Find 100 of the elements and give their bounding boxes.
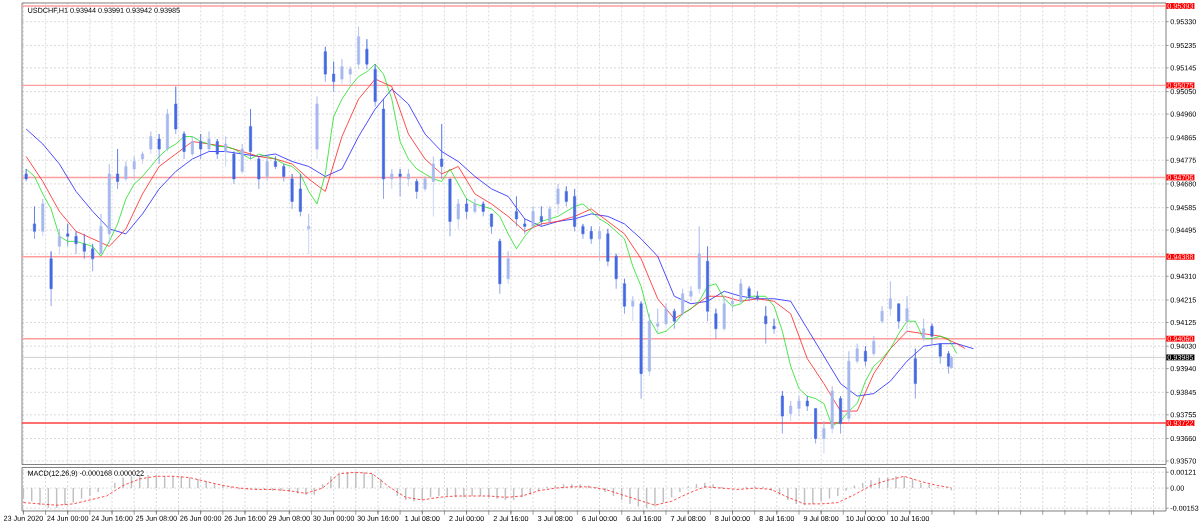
candlestick bbox=[880, 305, 884, 325]
candlestick bbox=[938, 343, 942, 364]
candlestick bbox=[855, 343, 859, 364]
candlestick bbox=[681, 288, 685, 317]
candlestick bbox=[697, 226, 701, 295]
candlestick bbox=[581, 223, 585, 240]
candlestick bbox=[473, 198, 477, 215]
candlestick bbox=[149, 131, 153, 155]
candlestick bbox=[623, 278, 626, 315]
candlestick bbox=[672, 308, 676, 330]
candlestick bbox=[656, 308, 660, 334]
candlestick bbox=[606, 228, 610, 267]
candlestick bbox=[789, 400, 793, 422]
candlestick bbox=[764, 305, 768, 344]
candlestick bbox=[157, 133, 161, 165]
candlestick bbox=[631, 295, 635, 322]
candlestick bbox=[373, 63, 377, 107]
candlestick bbox=[365, 38, 369, 70]
candlestick bbox=[780, 390, 784, 434]
candlestick bbox=[949, 355, 953, 369]
candlestick bbox=[531, 206, 535, 230]
candlestick bbox=[107, 163, 111, 245]
candlestick bbox=[706, 246, 710, 322]
candlestick bbox=[124, 161, 128, 182]
candlestick bbox=[91, 243, 95, 272]
candlestick bbox=[165, 108, 169, 152]
candlestick bbox=[664, 303, 668, 327]
candlestick bbox=[864, 345, 867, 367]
candlestick bbox=[872, 335, 876, 357]
candlestick bbox=[348, 66, 352, 85]
candlestick bbox=[423, 176, 427, 192]
candlestick bbox=[689, 285, 693, 302]
candlestick bbox=[207, 131, 211, 152]
candlestick bbox=[215, 138, 219, 160]
candlestick bbox=[41, 198, 45, 237]
candlestick bbox=[282, 163, 286, 182]
candlestick bbox=[647, 313, 651, 377]
candlestick bbox=[290, 173, 294, 210]
candlestick bbox=[739, 278, 743, 305]
candlestick bbox=[614, 253, 618, 290]
candlestick bbox=[249, 108, 252, 160]
candlestick bbox=[573, 188, 577, 232]
candlestick bbox=[456, 198, 460, 230]
candlestick bbox=[514, 196, 518, 227]
candlestick bbox=[913, 348, 917, 399]
candlestick bbox=[805, 395, 809, 412]
candlestick bbox=[523, 218, 527, 235]
candlestick bbox=[265, 156, 269, 182]
candlestick bbox=[33, 206, 36, 240]
candlestick bbox=[274, 156, 277, 170]
candlestick bbox=[174, 86, 178, 135]
candlestick bbox=[431, 156, 435, 217]
candlestick bbox=[315, 96, 319, 160]
candlestick bbox=[506, 251, 510, 285]
candlestick bbox=[897, 303, 901, 330]
candlestick bbox=[382, 98, 385, 200]
candlestick bbox=[340, 58, 344, 85]
candlestick bbox=[722, 295, 726, 332]
candlestick bbox=[755, 290, 759, 302]
candlestick bbox=[357, 26, 361, 70]
candlestick bbox=[116, 148, 120, 190]
candlestick bbox=[323, 46, 327, 82]
candlestick bbox=[390, 168, 394, 190]
candlestick bbox=[481, 201, 485, 217]
candlestick bbox=[822, 420, 826, 454]
candlestick bbox=[731, 295, 734, 312]
candlestick bbox=[298, 173, 302, 217]
candlestick bbox=[498, 238, 502, 295]
candlestick bbox=[490, 213, 493, 235]
candlestick bbox=[415, 178, 419, 200]
candlestick bbox=[57, 228, 61, 255]
candlestick bbox=[82, 233, 86, 260]
candlestick bbox=[132, 156, 136, 180]
candlestick bbox=[465, 198, 469, 220]
candlestick bbox=[141, 151, 144, 165]
candlestick bbox=[66, 223, 70, 247]
candlestick bbox=[182, 131, 186, 160]
candlestick bbox=[257, 156, 261, 190]
candlestick bbox=[797, 395, 801, 417]
candlestick bbox=[240, 143, 244, 175]
candlestick bbox=[905, 295, 909, 334]
candlestick bbox=[224, 136, 228, 167]
candlestick bbox=[406, 168, 410, 187]
candlestick bbox=[548, 206, 552, 225]
candlestick bbox=[448, 178, 452, 237]
candlestick bbox=[747, 285, 751, 302]
candlestick bbox=[930, 323, 934, 344]
candlestick bbox=[772, 318, 776, 334]
candlestick bbox=[99, 213, 103, 255]
candlestick bbox=[714, 308, 718, 339]
candlestick bbox=[190, 136, 194, 157]
candlestick bbox=[539, 206, 543, 227]
candlestick bbox=[332, 61, 336, 92]
candlestick bbox=[814, 408, 818, 444]
candlestick bbox=[440, 123, 444, 180]
candlestick bbox=[888, 280, 892, 317]
candlestick bbox=[74, 231, 78, 255]
candlestick bbox=[24, 168, 28, 182]
candlestick bbox=[232, 151, 236, 185]
candlestick bbox=[947, 350, 951, 374]
